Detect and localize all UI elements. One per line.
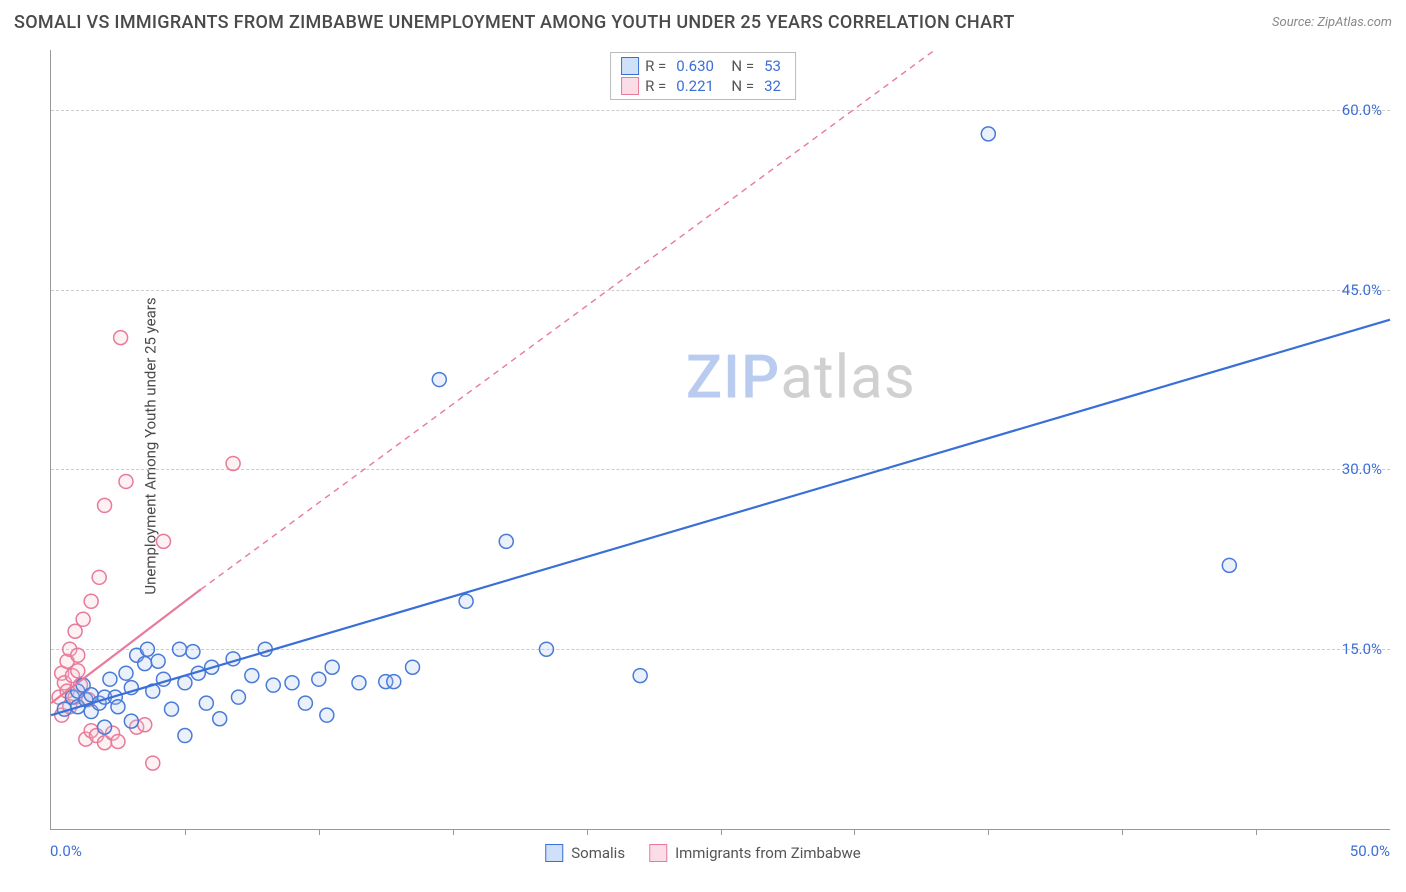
legend-row-somalis: R = 0.630 N = 53: [621, 57, 785, 75]
series-legend: Somalis Immigrants from Zimbabwe: [545, 844, 860, 862]
plot-area: ZIPatlas 15.0%30.0%45.0%60.0%: [50, 50, 1390, 830]
x-tick: [453, 829, 454, 835]
legend-label-zimbabwe: Immigrants from Zimbabwe: [675, 844, 861, 862]
x-tick: [988, 829, 989, 835]
legend-swatch-somalis-icon: [545, 844, 563, 862]
x-tick: [587, 829, 588, 835]
legend-r-label: R =: [645, 57, 666, 75]
legend-swatch-zimbabwe: [621, 77, 639, 95]
x-tick: [185, 829, 186, 835]
x-tick-end: 50.0%: [1350, 842, 1390, 860]
x-tick: [319, 829, 320, 835]
correlation-legend: R = 0.630 N = 53 R = 0.221 N = 32: [610, 52, 796, 100]
legend-r-value-zimbabwe: 0.221: [676, 77, 714, 95]
legend-n-value-zimbabwe: 32: [764, 77, 781, 95]
x-tick: [854, 829, 855, 835]
legend-item-somalis: Somalis: [545, 844, 625, 862]
chart-title: SOMALI VS IMMIGRANTS FROM ZIMBABWE UNEMP…: [14, 12, 1015, 33]
legend-n-value-somalis: 53: [764, 57, 781, 75]
x-tick: [1256, 829, 1257, 835]
x-tick: [721, 829, 722, 835]
source-attribution: Source: ZipAtlas.com: [1272, 15, 1392, 30]
legend-label-somalis: Somalis: [571, 844, 625, 862]
legend-swatch-somalis: [621, 57, 639, 75]
x-tick: [1122, 829, 1123, 835]
scatter-svg: [51, 50, 1390, 829]
legend-r-label: R =: [645, 77, 666, 95]
legend-swatch-zimbabwe-icon: [649, 844, 667, 862]
x-tick-start: 0.0%: [50, 842, 82, 860]
legend-row-zimbabwe: R = 0.221 N = 32: [621, 77, 785, 95]
legend-item-zimbabwe: Immigrants from Zimbabwe: [649, 844, 861, 862]
legend-r-value-somalis: 0.630: [676, 57, 714, 75]
